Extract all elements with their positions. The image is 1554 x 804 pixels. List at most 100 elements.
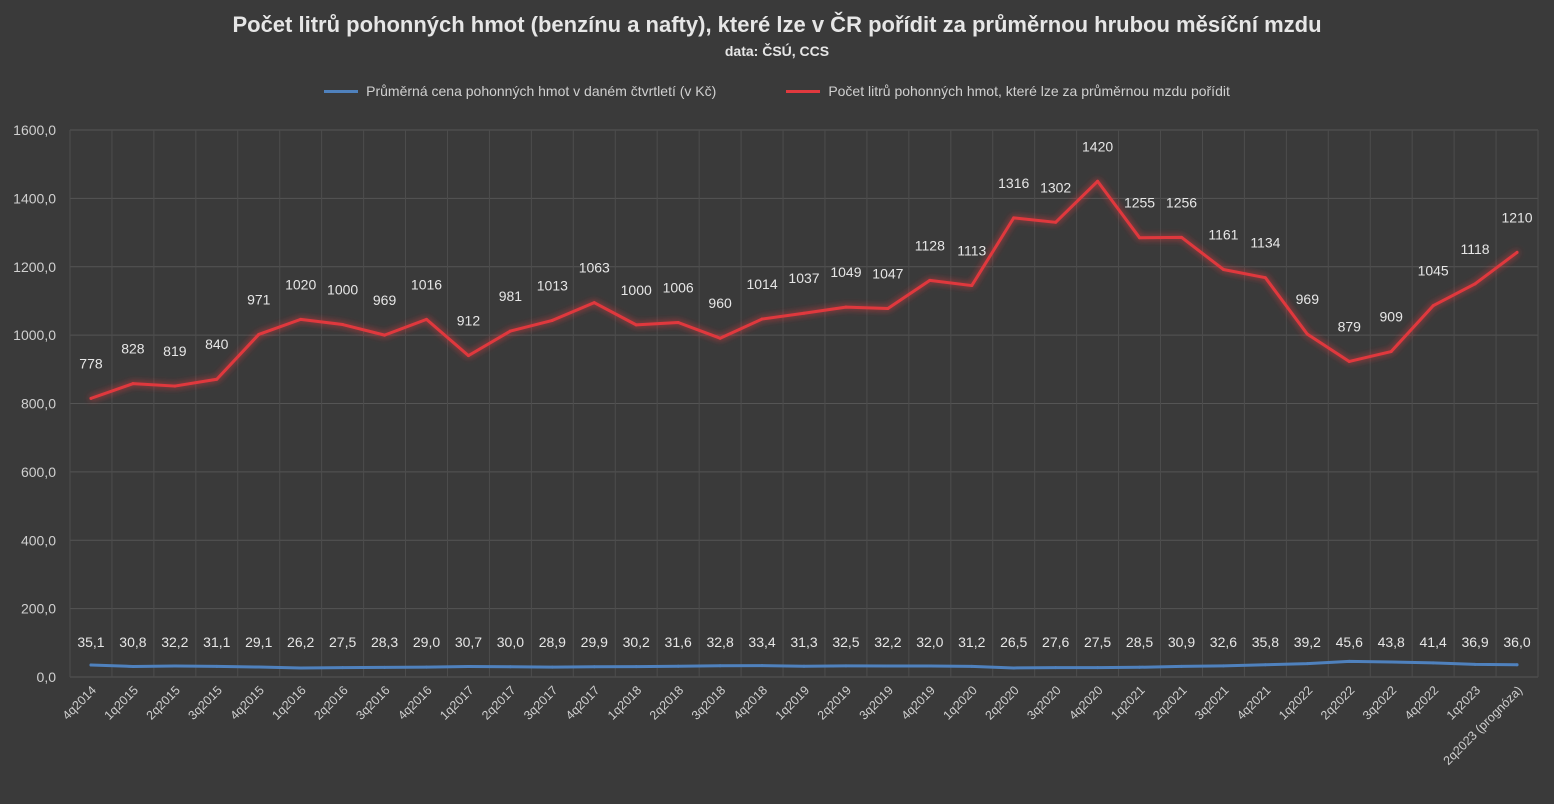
data-label-liters: 1210 <box>1501 209 1532 225</box>
data-point-liters <box>718 336 722 340</box>
data-point-price <box>676 664 680 668</box>
x-tick-label: 3q2020 <box>1024 683 1063 722</box>
legend-label-liters: Počet litrů pohonných hmot, které lze za… <box>828 83 1230 99</box>
data-point-price <box>425 665 429 669</box>
data-label-liters: 981 <box>499 288 523 304</box>
data-label-liters: 778 <box>79 355 103 371</box>
x-tick-label: 1q2016 <box>269 683 308 722</box>
data-label-liters: 1316 <box>998 175 1029 191</box>
data-point-liters <box>802 311 806 315</box>
data-label-liters: 969 <box>373 292 397 308</box>
data-label-liters: 1049 <box>830 264 861 280</box>
data-point-liters <box>928 278 932 282</box>
x-tick-label: 3q2022 <box>1360 683 1399 722</box>
data-point-price <box>299 666 303 670</box>
data-point-liters <box>1012 216 1016 220</box>
y-tick-label: 0,0 <box>37 669 57 685</box>
y-tick-label: 1200,0 <box>13 259 56 275</box>
data-point-liters <box>886 306 890 310</box>
data-label-liters: 1045 <box>1418 263 1449 279</box>
data-label-price: 31,6 <box>665 634 692 650</box>
data-point-price <box>1054 666 1058 670</box>
data-point-liters <box>466 354 470 358</box>
data-point-liters <box>1054 220 1058 224</box>
data-label-price: 30,9 <box>1168 634 1195 650</box>
data-point-liters <box>1515 250 1519 254</box>
x-tick-label: 2q2016 <box>311 683 350 722</box>
data-point-price <box>1012 666 1016 670</box>
legend-item-price: Průměrná cena pohonných hmot v daném čtv… <box>324 83 716 99</box>
data-point-price <box>89 663 93 667</box>
data-label-liters: 1118 <box>1461 241 1490 257</box>
data-label-price: 29,0 <box>413 634 440 650</box>
data-label-liters: 1302 <box>1040 179 1071 195</box>
y-tick-label: 1600,0 <box>13 122 56 138</box>
series-lines <box>89 179 1519 670</box>
data-point-price <box>844 664 848 668</box>
x-tick-label: 3q2015 <box>186 683 225 722</box>
data-label-liters: 1128 <box>915 237 945 253</box>
data-point-liters <box>215 377 219 381</box>
data-point-price <box>1389 660 1393 664</box>
data-label-price: 32,6 <box>1210 634 1237 650</box>
y-tick-label: 800,0 <box>21 396 56 412</box>
data-labels: 35,1 30,8 32,2 31,1 29,1 26,2 27,5 28,3 29,0 30,7… <box>77 138 1532 650</box>
data-label-liters: 1000 <box>327 282 358 298</box>
data-label-liters: 828 <box>121 341 145 357</box>
data-point-liters <box>425 317 429 321</box>
x-tick-label: 2q2018 <box>647 683 686 722</box>
data-label-liters: 1161 <box>1208 226 1238 242</box>
data-label-price: 31,2 <box>958 634 985 650</box>
data-point-price <box>1515 663 1519 667</box>
y-tick-label: 400,0 <box>21 532 56 548</box>
x-tick-label: 1q2022 <box>1276 683 1315 722</box>
x-tick-label: 4q2016 <box>395 683 434 722</box>
x-tick-label: 3q2016 <box>353 683 392 722</box>
x-tick-label: 3q2019 <box>857 683 896 722</box>
data-label-price: 30,7 <box>455 634 482 650</box>
data-label-price: 27,6 <box>1042 634 1069 650</box>
data-label-price: 26,5 <box>1000 634 1027 650</box>
x-tick-label: 3q2021 <box>1192 683 1231 722</box>
x-axis: 4q2014 1q2015 2q2015 3q2015 4q2015 1q2016 2q20… <box>60 683 1525 768</box>
data-point-price <box>928 664 932 668</box>
data-label-liters: 969 <box>1296 291 1320 307</box>
data-point-liters <box>1389 350 1393 354</box>
data-label-price: 32,2 <box>161 634 188 650</box>
data-label-price: 29,9 <box>581 634 608 650</box>
data-point-liters <box>676 320 680 324</box>
data-point-price <box>1263 663 1267 667</box>
x-tick-label: 4q2019 <box>899 683 938 722</box>
y-axis: 0,0 200,0 400,0 600,0 800,0 1000,0 1200,0 1400,… <box>13 122 56 685</box>
y-tick-label: 200,0 <box>21 601 56 617</box>
data-label-liters: 912 <box>457 313 481 329</box>
data-point-liters <box>1221 267 1225 271</box>
data-point-liters <box>508 329 512 333</box>
data-point-liters <box>173 384 177 388</box>
data-point-liters <box>1263 276 1267 280</box>
x-tick-label: 1q2015 <box>102 683 141 722</box>
data-label-price: 31,3 <box>790 634 817 650</box>
data-point-price <box>383 665 387 669</box>
data-label-liters: 1063 <box>579 260 610 276</box>
data-point-price <box>257 665 261 669</box>
data-label-price: 28,5 <box>1126 634 1153 650</box>
data-label-liters: 840 <box>205 336 229 352</box>
data-point-liters <box>592 301 596 305</box>
x-tick-label: 1q2020 <box>940 683 979 722</box>
data-label-price: 30,2 <box>623 634 650 650</box>
x-tick-label: 1q2023 <box>1444 683 1483 722</box>
data-label-liters: 1255 <box>1124 195 1155 211</box>
data-label-price: 35,1 <box>77 634 104 650</box>
data-label-price: 28,9 <box>539 634 566 650</box>
x-tick-label: 4q2022 <box>1402 683 1441 722</box>
data-label-liters: 1000 <box>621 282 652 298</box>
data-point-liters <box>550 318 554 322</box>
data-point-liters <box>1431 304 1435 308</box>
data-point-liters <box>89 396 93 400</box>
data-point-price <box>970 664 974 668</box>
x-tick-label: 2q2019 <box>815 683 854 722</box>
data-point-price <box>592 665 596 669</box>
data-label-price: 27,5 <box>329 634 356 650</box>
